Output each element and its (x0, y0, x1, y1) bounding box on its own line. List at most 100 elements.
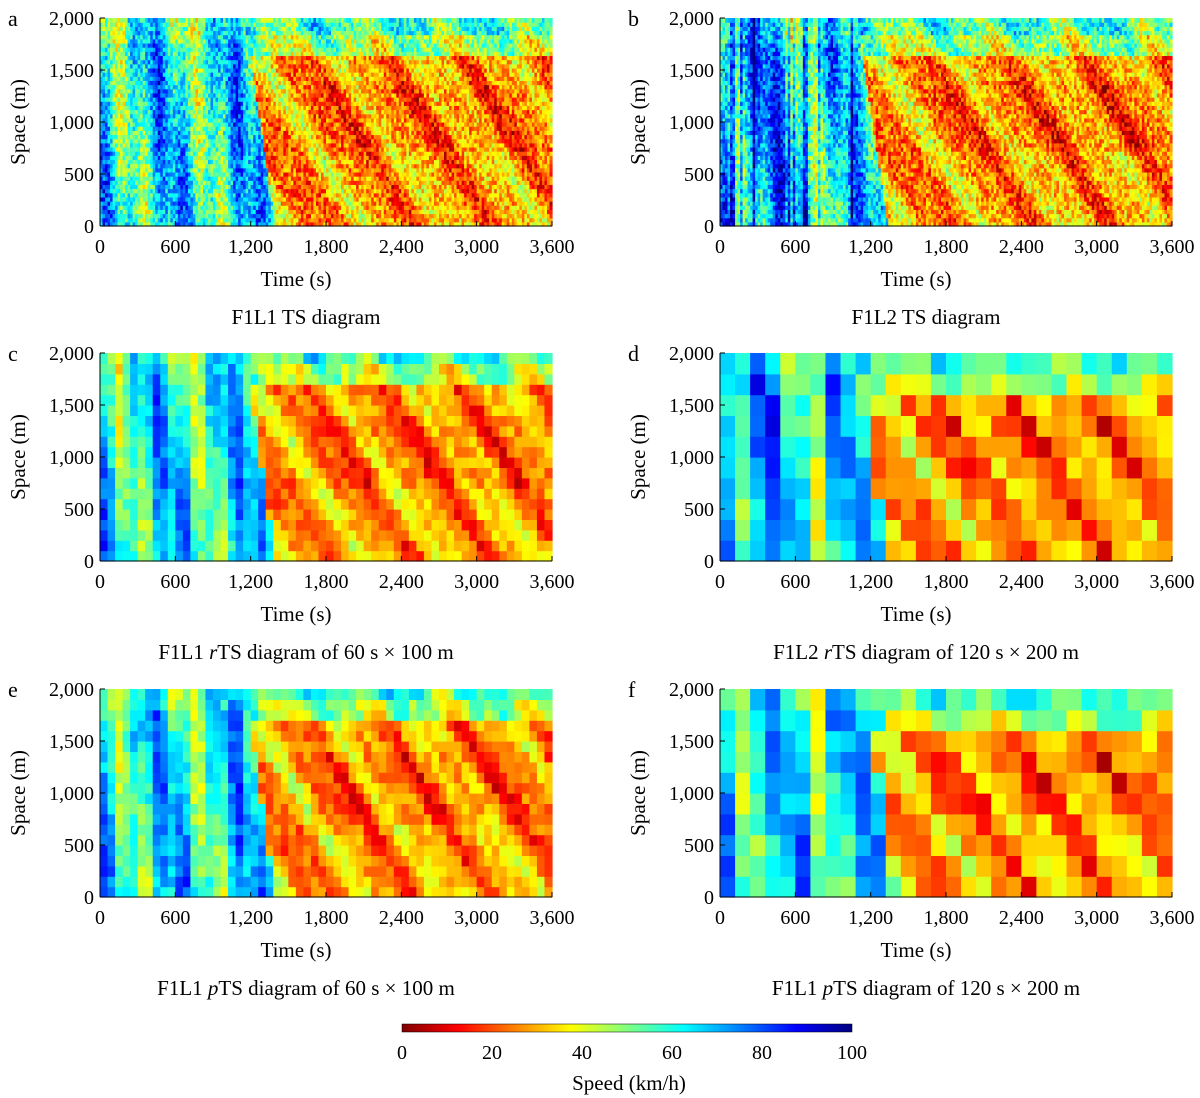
heatmap-cell (155, 213, 159, 219)
heatmap-cell (165, 59, 169, 65)
heatmap-cell (280, 18, 284, 23)
heatmap-cell (215, 34, 219, 40)
heatmap-cell (205, 171, 209, 177)
heatmap-cell (187, 171, 191, 177)
heatmap-cell (283, 159, 287, 165)
heatmap-cell (223, 67, 227, 73)
heatmap-cell (230, 196, 234, 202)
heatmap-cell (213, 192, 217, 198)
heatmap-cell (200, 167, 204, 173)
heatmap-cell (115, 155, 119, 161)
heatmap-cell (192, 146, 197, 152)
heatmap-cell (233, 188, 237, 194)
heatmap-cell (177, 51, 181, 57)
heatmap-cell (137, 97, 141, 102)
heatmap-cell (195, 30, 199, 36)
heatmap-cell (245, 84, 249, 90)
heatmap-cell (190, 84, 194, 90)
heatmap-cell (255, 155, 259, 161)
heatmap-cell (263, 22, 267, 27)
heatmap-cell (140, 109, 144, 115)
heatmap-cell (233, 192, 237, 198)
heatmap-cell (258, 63, 262, 69)
heatmap-cell (115, 171, 119, 177)
heatmap-cell (300, 201, 304, 206)
heatmap-cell (102, 109, 106, 115)
heatmap-cell (105, 84, 109, 90)
heatmap-cell (258, 171, 262, 177)
heatmap-cell (270, 205, 274, 210)
heatmap-cell (187, 163, 191, 169)
heatmap-cell (132, 151, 136, 156)
heatmap-cell (142, 34, 146, 40)
heatmap-cell (293, 47, 297, 52)
heatmap-cell (233, 126, 237, 131)
heatmap-cell (243, 159, 247, 165)
heatmap-cell (152, 151, 156, 156)
heatmap-cell (207, 113, 212, 119)
heatmap-cell (172, 42, 176, 48)
heatmap-cell (280, 221, 284, 227)
heatmap-cell (285, 155, 289, 161)
heatmap-cell (140, 209, 144, 215)
heatmap-cell (238, 188, 242, 194)
heatmap-cell (300, 80, 304, 86)
heatmap-cell (207, 201, 212, 206)
heatmap-cell (162, 26, 166, 32)
heatmap-cell (135, 117, 139, 123)
heatmap-cell (112, 217, 116, 223)
heatmap-cell (137, 109, 141, 115)
heatmap-cell (215, 180, 219, 185)
heatmap-cell (137, 18, 141, 23)
heatmap-cell (165, 47, 169, 52)
heatmap-cell (167, 97, 171, 102)
heatmap-cell (290, 171, 294, 177)
heatmap-cell (100, 113, 104, 119)
heatmap-cell (278, 151, 282, 156)
heatmap-cell (182, 122, 186, 127)
heatmap-cell (127, 163, 131, 169)
heatmap-cell (273, 155, 277, 161)
heatmap-cell (175, 134, 179, 140)
heatmap-cell (180, 84, 184, 90)
heatmap-cell (170, 209, 174, 215)
heatmap-cell (273, 55, 277, 61)
heatmap-cell (218, 92, 222, 98)
heatmap-cell (248, 55, 252, 61)
heatmap-cell (127, 221, 131, 227)
heatmap-cell (293, 117, 297, 123)
heatmap-cell (115, 180, 119, 185)
heatmap-cell (107, 151, 111, 156)
heatmap-cell (220, 209, 224, 215)
heatmap-cell (258, 180, 262, 185)
heatmap-cell (268, 163, 272, 169)
heatmap-cell (215, 126, 219, 131)
heatmap-cell (142, 209, 146, 215)
heatmap-cell (172, 155, 176, 161)
heatmap-cell (268, 117, 272, 123)
heatmap-cell (228, 34, 232, 40)
heatmap-cell (210, 142, 214, 148)
heatmap-cell (295, 130, 299, 136)
heatmap-cell (223, 196, 227, 202)
heatmap-cell (253, 130, 257, 136)
heatmap-cell (112, 88, 116, 94)
heatmap-cell (112, 159, 116, 165)
heatmap-cell (250, 38, 254, 44)
heatmap-cell (137, 138, 141, 144)
heatmap-cell (160, 126, 164, 131)
heatmap-cell (175, 122, 179, 127)
heatmap-cell (160, 105, 164, 111)
heatmap-cell (298, 146, 302, 152)
heatmap-cell (182, 176, 186, 181)
heatmap-cell (107, 22, 111, 27)
heatmap-cell (102, 151, 106, 156)
heatmap-cell (243, 67, 247, 73)
heatmap-cell (210, 88, 214, 94)
heatmap-cell (177, 42, 181, 48)
heatmap-cell (142, 130, 146, 136)
heatmap-cell (295, 59, 299, 65)
heatmap-cell (180, 76, 184, 81)
heatmap-cell (273, 171, 277, 177)
heatmap-cell (177, 47, 181, 52)
